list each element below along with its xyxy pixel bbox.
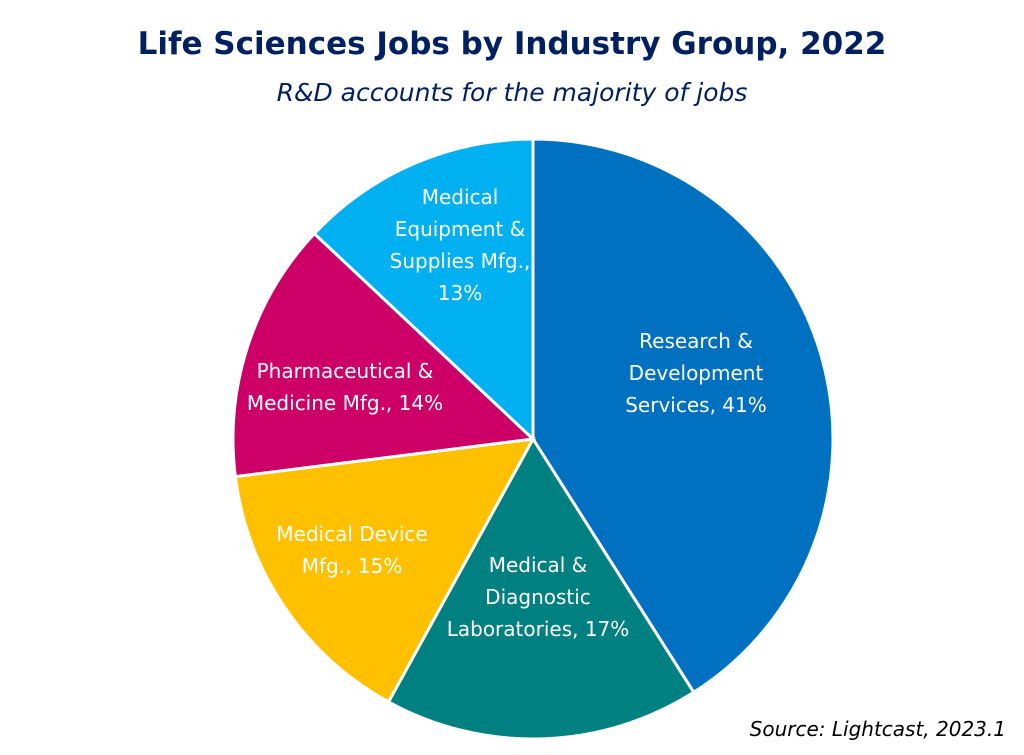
slice-label-5: Medical Equipment & Supplies Mfg., 13%: [389, 185, 531, 305]
pie-slice-3: [233, 437, 536, 704]
source-note: Source: Lightcast, 2023.1: [749, 717, 1006, 741]
slice-label-1: Research & Development Services, 41%: [625, 329, 767, 417]
pie-slice-2: [386, 436, 696, 741]
slice-label-4: Pharmaceutical & Medicine Mfg., 14%: [246, 359, 444, 415]
pie-slice-4: [231, 231, 537, 479]
chart-subtitle: R&D accounts for the majority of jobs: [276, 78, 748, 107]
pie-slice-5: [312, 137, 535, 443]
pie-slice-1: [531, 137, 835, 695]
slice-label-3: Medical Device Mfg., 15%: [276, 522, 428, 578]
slice-label-2: Medical & Diagnostic Laboratories, 17%: [446, 553, 630, 641]
chart-title: Life Sciences Jobs by Industry Group, 20…: [137, 26, 887, 62]
